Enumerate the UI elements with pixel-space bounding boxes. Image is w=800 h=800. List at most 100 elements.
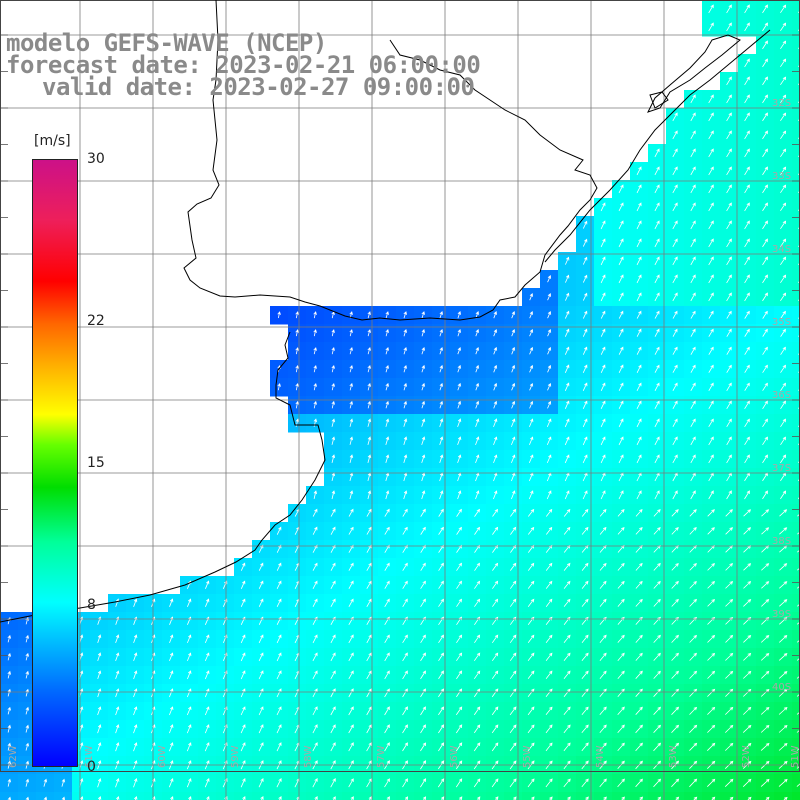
wind-arrow (744, 184, 750, 194)
wind-arrow (671, 634, 679, 643)
wind-arrow (97, 724, 102, 734)
wind-arrow (726, 220, 732, 230)
wind-arrow (563, 562, 571, 571)
wind-arrow (527, 652, 535, 662)
wind-cell (792, 36, 800, 55)
wind-arrow (204, 778, 210, 788)
wind-arrow (744, 400, 750, 410)
wind-arrow (708, 400, 714, 410)
wind-arrow (258, 688, 264, 698)
wind-arrow (402, 724, 408, 734)
wind-arrow (277, 382, 281, 391)
wind-arrow (367, 311, 371, 319)
wind-arrow (402, 670, 408, 680)
wind-arrow (313, 329, 317, 337)
wind-arrow (618, 364, 624, 373)
wind-cell (0, 792, 19, 800)
wind-arrow (330, 706, 336, 716)
wind-arrow (509, 706, 517, 716)
wind-arrow (708, 4, 714, 14)
wind-arrow (690, 94, 696, 104)
wind-arrow (474, 598, 481, 607)
wind-cell (792, 252, 800, 271)
wind-arrow (707, 778, 716, 787)
wind-arrow (654, 382, 660, 391)
wind-arrow (366, 652, 372, 662)
wind-arrow (725, 742, 734, 751)
lagoon-outline (647, 34, 741, 113)
wind-arrow (671, 563, 679, 571)
wind-arrow (457, 400, 462, 409)
wind-arrow (618, 220, 624, 230)
wind-arrow (672, 364, 678, 373)
colorbar (32, 159, 78, 767)
wind-cell (180, 792, 199, 800)
wind-arrow (186, 706, 192, 716)
wind-arrow (654, 328, 660, 337)
wind-cell (792, 738, 800, 757)
wind-arrow (276, 724, 282, 734)
wind-arrow (581, 562, 589, 571)
wind-arrow (760, 742, 770, 751)
wind-arrow (672, 184, 678, 194)
wind-arrow (581, 742, 589, 752)
wind-arrow (708, 184, 714, 194)
wind-arrow (725, 724, 734, 733)
wind-arrow (780, 130, 787, 140)
wind-arrow (582, 328, 588, 337)
wind-arrow (762, 130, 768, 140)
wind-arrow (312, 598, 318, 607)
wind-arrow (403, 382, 407, 391)
wind-cell (234, 792, 253, 800)
wind-arrow (367, 346, 371, 355)
wind-arrow (582, 418, 588, 428)
wind-arrow (778, 706, 788, 715)
wind-arrow (527, 670, 535, 680)
wind-arrow (115, 742, 120, 752)
wind-arrow (726, 274, 732, 284)
wind-arrow (779, 563, 788, 571)
wind-arrow (473, 742, 481, 752)
longitude-label: 53W (668, 745, 679, 768)
wind-arrow (493, 400, 498, 409)
wind-arrow (367, 490, 372, 500)
wind-cell (54, 792, 73, 800)
wind-arrow (402, 580, 408, 589)
wind-arrow (457, 454, 462, 464)
wind-arrow (707, 652, 716, 661)
wind-arrow (744, 220, 750, 230)
wind-arrow (762, 400, 768, 410)
wind-arrow (796, 783, 800, 787)
wind-arrow (491, 634, 499, 644)
wind-arrow (761, 527, 770, 535)
wind-arrow (276, 634, 282, 644)
wind-arrow (780, 346, 786, 355)
wind-arrow (421, 418, 426, 427)
wind-arrow (743, 688, 752, 697)
wind-arrow (672, 202, 678, 212)
wind-arrow (529, 400, 534, 409)
wind-arrow (331, 346, 335, 355)
wind-arrow (43, 796, 48, 800)
wind-arrow (744, 418, 750, 428)
wind-arrow (456, 580, 462, 589)
wind-arrow (744, 346, 750, 355)
wind-arrow (582, 346, 588, 355)
wind-arrow (61, 778, 66, 787)
wind-arrow (617, 706, 625, 716)
wind-arrow (671, 778, 680, 788)
wind-arrow (402, 526, 408, 535)
wind-arrow (457, 347, 461, 355)
wind-arrow (743, 527, 751, 535)
wind-arrow (295, 400, 299, 409)
wind-arrow (457, 418, 462, 428)
wind-arrow (240, 634, 246, 644)
wind-arrow (617, 724, 625, 734)
wind-arrow (276, 562, 282, 571)
wind-arrow (762, 202, 768, 212)
wind-arrow (762, 238, 768, 248)
wind-arrow (565, 274, 570, 283)
wind-arrow (385, 454, 390, 464)
wind-arrow (689, 778, 698, 788)
wind-arrow (672, 400, 678, 409)
